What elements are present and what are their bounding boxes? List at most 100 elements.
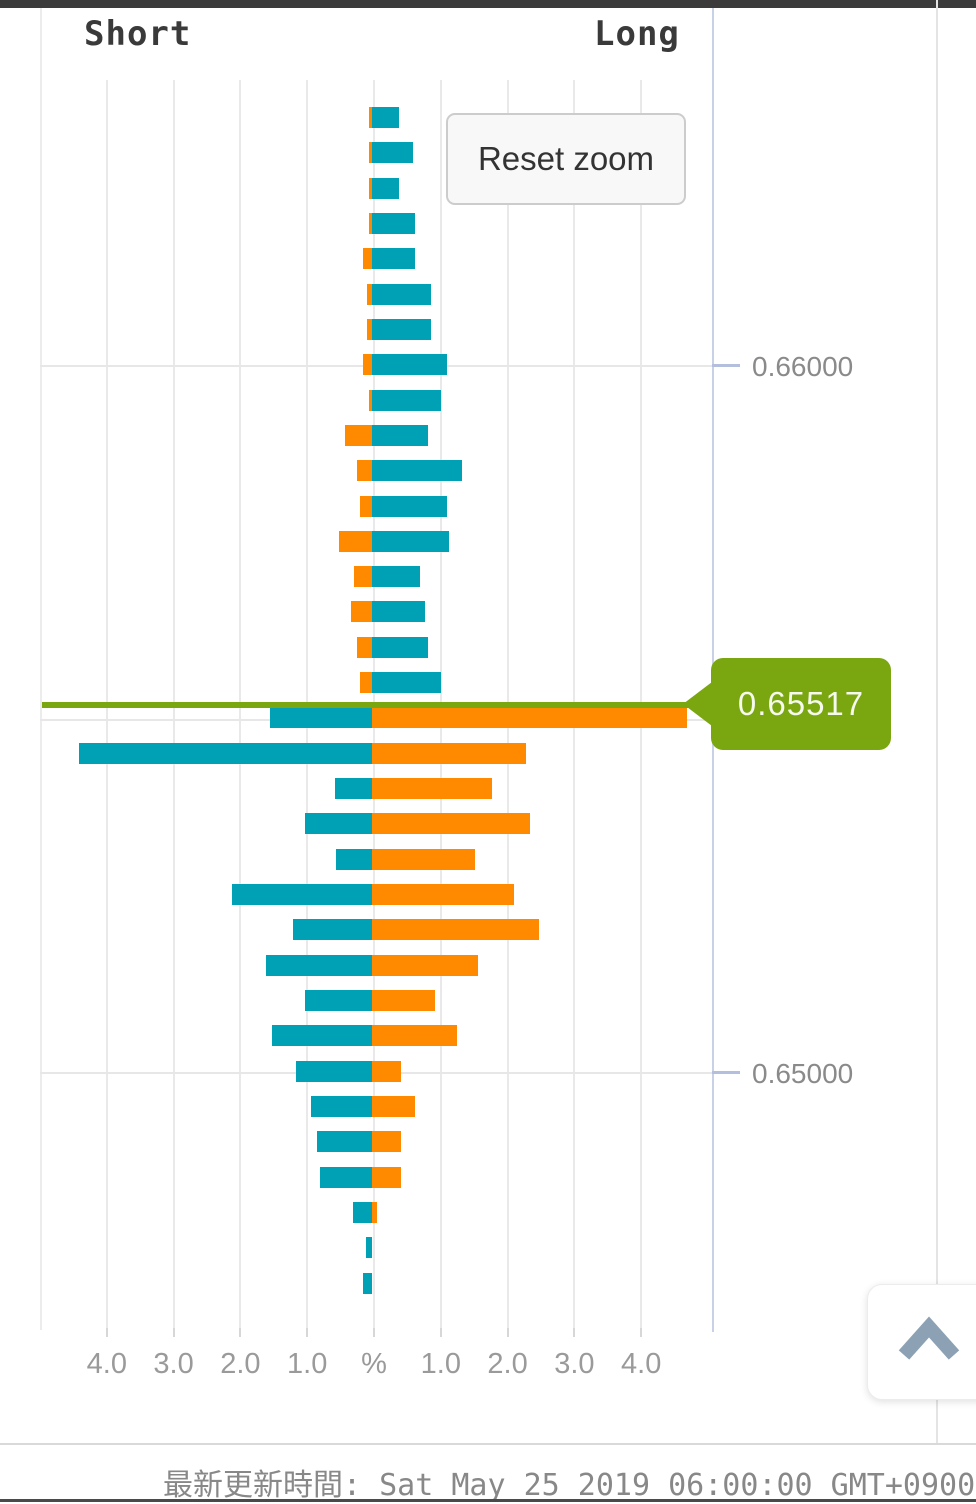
short-bar[interactable]: [353, 566, 372, 588]
x-axis-tick: [506, 1328, 509, 1337]
y-axis-label-066000: 0.66000: [752, 351, 854, 382]
last-updated-text: 最新更新時間: Sat May 25 2019 06:00:00 GMT+090…: [163, 1468, 976, 1503]
short-bar[interactable]: [353, 1201, 372, 1223]
long-bar[interactable]: [372, 142, 414, 164]
short-bar[interactable]: [317, 1131, 372, 1153]
short-bar[interactable]: [305, 990, 372, 1011]
x-axis-label: 3.0: [153, 1348, 194, 1380]
short-header-label: Short: [84, 14, 192, 54]
short-bar[interactable]: [350, 601, 372, 623]
x-axis-tick: [640, 1328, 643, 1337]
y-tick-065: [712, 1071, 740, 1074]
x-axis-label: 4.0: [621, 1348, 662, 1380]
long-bar[interactable]: [372, 1095, 416, 1117]
long-bar[interactable]: [372, 566, 421, 588]
short-bar[interactable]: [292, 919, 372, 941]
y-axis-label-065000: 0.65000: [752, 1058, 854, 1089]
x-axis-label: 4.0: [86, 1348, 127, 1380]
long-bar[interactable]: [372, 848, 475, 870]
x-axis-label: 2.0: [487, 1348, 528, 1380]
short-bar[interactable]: [310, 1095, 372, 1117]
long-bar[interactable]: [372, 177, 399, 199]
x-axis-tick: [105, 1328, 108, 1337]
short-bar[interactable]: [356, 460, 372, 482]
long-bar[interactable]: [372, 1131, 401, 1153]
long-bar[interactable]: [372, 919, 539, 941]
current-price-callout-arrow: [683, 682, 712, 726]
x-axis-tick: [306, 1328, 309, 1337]
current-price-callout: 0.65517: [711, 658, 891, 750]
footer-divider: [0, 1443, 976, 1445]
short-bar[interactable]: [231, 884, 372, 906]
long-bar[interactable]: [372, 813, 530, 835]
chevron-up-icon: [898, 1316, 960, 1360]
x-axis-tick: [439, 1328, 442, 1337]
long-bar[interactable]: [372, 212, 416, 234]
long-bar[interactable]: [372, 248, 416, 270]
long-bar[interactable]: [372, 107, 399, 128]
short-bar[interactable]: [367, 318, 372, 340]
long-bar[interactable]: [372, 495, 447, 517]
long-bar[interactable]: [372, 424, 429, 446]
long-bar[interactable]: [372, 990, 435, 1011]
reset-zoom-button[interactable]: Reset zoom: [446, 113, 686, 205]
x-axis-tick: [373, 1328, 375, 1337]
container-right-border: [936, 0, 938, 1444]
short-bar[interactable]: [359, 495, 372, 517]
x-axis-label: 1.0: [420, 1348, 461, 1380]
long-bar[interactable]: [372, 1166, 401, 1188]
long-bar[interactable]: [372, 672, 441, 694]
current-price-value: 0.65517: [737, 685, 865, 722]
long-bar[interactable]: [372, 354, 447, 376]
short-bar[interactable]: [79, 742, 372, 764]
long-bar[interactable]: [372, 389, 441, 411]
short-bar[interactable]: [295, 1060, 372, 1082]
short-bar[interactable]: [365, 1237, 372, 1259]
long-bar[interactable]: [372, 884, 515, 906]
x-axis-tick: [239, 1328, 242, 1337]
long-bar[interactable]: [372, 636, 429, 658]
long-bar[interactable]: [372, 530, 450, 552]
back-to-top-button[interactable]: [867, 1284, 976, 1400]
short-bar[interactable]: [335, 778, 372, 800]
short-bar[interactable]: [362, 1272, 372, 1294]
long-bar[interactable]: [372, 601, 426, 623]
short-bar[interactable]: [359, 672, 372, 694]
short-bar[interactable]: [368, 389, 372, 411]
long-bar[interactable]: [372, 778, 493, 800]
short-bar[interactable]: [319, 1166, 372, 1188]
long-bar[interactable]: [372, 1060, 401, 1082]
long-bar[interactable]: [372, 460, 463, 482]
short-bar[interactable]: [368, 142, 372, 164]
short-bar[interactable]: [368, 177, 372, 199]
short-bar[interactable]: [265, 954, 372, 976]
bottom-chrome-strip: [0, 1499, 976, 1502]
short-bar[interactable]: [363, 248, 372, 270]
short-bar[interactable]: [271, 1025, 372, 1047]
y-tick-066: [712, 364, 740, 367]
x-axis-tick: [573, 1328, 576, 1337]
short-bar[interactable]: [305, 813, 372, 835]
long-bar[interactable]: [372, 283, 431, 305]
long-bar[interactable]: [372, 742, 527, 764]
x-axis-label: 1.0: [287, 1348, 328, 1380]
plot-left-border: [40, 8, 42, 1330]
short-bar[interactable]: [269, 707, 372, 729]
long-bar[interactable]: [372, 318, 432, 340]
long-header-label: Long: [594, 14, 680, 54]
short-bar[interactable]: [368, 107, 372, 128]
short-bar[interactable]: [368, 212, 372, 234]
short-bar[interactable]: [335, 848, 372, 870]
short-bar[interactable]: [363, 354, 372, 376]
long-bar[interactable]: [372, 1025, 457, 1047]
long-bar[interactable]: [372, 707, 688, 729]
short-bar[interactable]: [367, 283, 372, 305]
x-axis-label: 3.0: [554, 1348, 595, 1380]
short-bar[interactable]: [339, 530, 372, 552]
long-bar[interactable]: [372, 1201, 377, 1223]
short-bar[interactable]: [345, 424, 372, 446]
short-bar[interactable]: [357, 636, 372, 658]
current-price-line: [42, 702, 695, 708]
long-bar[interactable]: [372, 954, 478, 976]
